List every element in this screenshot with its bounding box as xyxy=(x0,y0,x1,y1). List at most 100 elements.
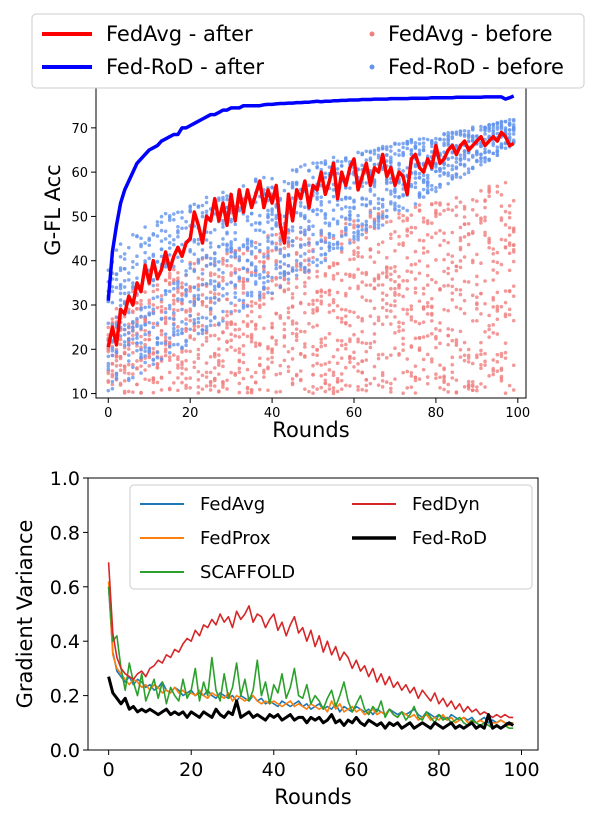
scatter-point xyxy=(159,297,164,302)
scatter-point xyxy=(311,391,315,396)
scatter-point xyxy=(462,255,467,259)
scatter-point xyxy=(221,198,225,202)
y-tick-label-0-4: 0.4 xyxy=(50,631,80,653)
scatter-point xyxy=(315,323,319,328)
scatter-point xyxy=(401,278,405,283)
scatter-point xyxy=(200,293,205,297)
scatter-point xyxy=(163,289,168,293)
scatter-point xyxy=(147,301,152,306)
scatter-point xyxy=(270,326,274,330)
scatter-point xyxy=(450,130,455,135)
scatter-point xyxy=(270,350,274,355)
scatter-point xyxy=(331,263,336,268)
scatter-point xyxy=(434,201,438,205)
scatter-point xyxy=(208,299,213,303)
scatter-point xyxy=(372,340,377,344)
scatter-point xyxy=(266,250,270,255)
scatter-point xyxy=(331,194,336,199)
scatter-point xyxy=(114,376,119,381)
scatter-point xyxy=(389,149,393,153)
chart-bottom-x-ticks: 0 20 40 60 80 100 xyxy=(103,750,540,781)
scatter-point xyxy=(298,245,303,249)
scatter-point xyxy=(270,248,274,253)
chart-bottom-y-axis-label: Gradient Variance xyxy=(13,520,37,709)
scatter-point xyxy=(450,370,455,375)
scatter-point xyxy=(274,260,278,265)
scatter-point xyxy=(258,314,262,319)
scatter-point xyxy=(229,254,233,259)
series-line-fed-rod-after xyxy=(106,94,515,301)
scatter-point xyxy=(425,301,430,305)
scatter-point xyxy=(319,208,324,213)
scatter-point xyxy=(405,146,410,151)
scatter-point xyxy=(155,341,160,345)
scatter-point xyxy=(131,232,135,237)
scatter-point xyxy=(172,267,176,272)
scatter-point xyxy=(307,219,311,224)
scatter-point xyxy=(192,337,197,341)
scatter-point xyxy=(413,286,418,291)
scatter-point xyxy=(204,282,209,286)
scatter-point xyxy=(208,241,213,245)
scatter-point xyxy=(266,271,270,275)
scatter-point xyxy=(356,384,360,389)
scatter-point xyxy=(249,270,254,275)
scatter-point xyxy=(462,385,467,389)
scatter-point xyxy=(208,230,213,235)
scatter-point xyxy=(327,303,332,307)
scatter-point xyxy=(421,136,426,141)
scatter-point xyxy=(196,369,201,374)
scatter-point xyxy=(118,286,123,291)
scatter-point xyxy=(122,332,127,337)
scatter-point xyxy=(241,251,246,256)
scatter-point xyxy=(389,144,393,149)
scatter-point xyxy=(384,293,389,298)
scatter-point xyxy=(389,189,393,193)
scatter-point xyxy=(315,298,319,303)
scatter-point xyxy=(151,358,156,362)
scatter-point xyxy=(241,343,246,348)
scatter-point xyxy=(364,377,369,382)
scatter-point xyxy=(430,357,434,361)
scatter-point xyxy=(475,252,479,257)
scatter-point xyxy=(167,340,172,345)
scatter-point xyxy=(405,233,410,238)
scatter-point xyxy=(184,343,188,348)
scatter-point xyxy=(438,166,442,171)
scatter-point xyxy=(327,200,332,204)
scatter-point xyxy=(466,167,471,171)
scatter-point xyxy=(491,278,496,282)
scatter-point xyxy=(184,322,188,326)
scatter-point xyxy=(364,219,369,224)
scatter-point xyxy=(446,163,450,168)
scatter-point xyxy=(274,241,278,246)
scatter-point xyxy=(499,204,504,209)
scatter-point xyxy=(270,209,274,214)
scatter-point xyxy=(258,228,262,233)
scatter-point xyxy=(344,196,348,201)
scatter-point xyxy=(495,304,500,309)
scatter-point xyxy=(450,277,455,281)
scatter-point xyxy=(122,285,127,289)
scatter-point xyxy=(139,236,143,241)
scatter-point xyxy=(507,123,512,127)
scatter-point xyxy=(417,271,422,276)
scatter-point xyxy=(200,248,205,252)
scatter-point xyxy=(417,137,422,142)
scatter-point xyxy=(421,292,426,296)
scatter-point xyxy=(155,295,160,299)
scatter-point xyxy=(495,369,500,373)
scatter-point xyxy=(372,148,377,153)
scatter-point xyxy=(233,295,238,300)
y-tick-label-50: 50 xyxy=(71,210,88,225)
scatter-point xyxy=(196,352,201,357)
scatter-point xyxy=(155,283,160,287)
scatter-point xyxy=(212,366,217,370)
scatter-point xyxy=(335,347,340,352)
scatter-point xyxy=(438,386,442,390)
scatter-point xyxy=(282,188,287,193)
scatter-point xyxy=(434,214,438,219)
scatter-point xyxy=(344,272,348,276)
scatter-point xyxy=(298,267,303,272)
